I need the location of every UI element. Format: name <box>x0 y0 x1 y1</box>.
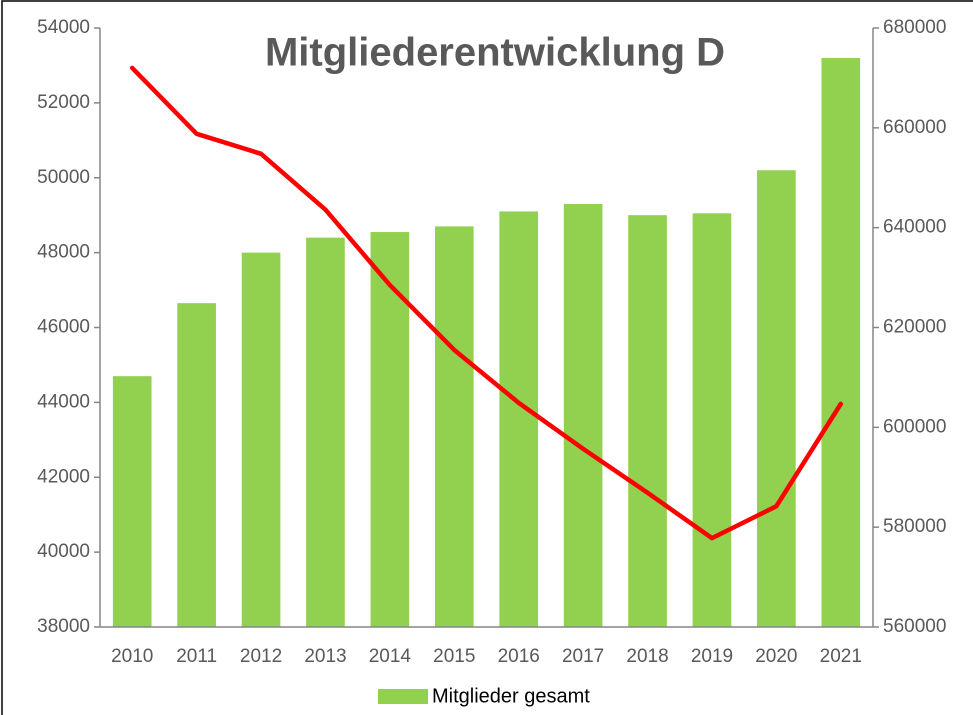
x-tick-label: 2014 <box>369 646 412 667</box>
bar <box>112 376 152 627</box>
legend-swatch <box>378 689 428 704</box>
y-tick-label: 54000 <box>37 17 90 38</box>
y-tick-label: 52000 <box>37 92 90 113</box>
x-tick-label: 2019 <box>691 646 733 667</box>
bar <box>434 226 474 627</box>
y2-tick-label: 680000 <box>883 17 946 38</box>
x-tick-label: 2011 <box>176 646 217 667</box>
y-tick-label: 42000 <box>37 466 90 487</box>
bar <box>692 213 732 628</box>
y-tick-label: 50000 <box>37 167 90 188</box>
x-tick-label: 2018 <box>626 646 668 667</box>
y2-tick-label: 580000 <box>883 516 946 537</box>
y2-tick-label: 640000 <box>883 217 946 238</box>
bar <box>177 303 216 627</box>
bar <box>757 170 796 627</box>
bar <box>370 232 410 628</box>
x-tick-label: 2013 <box>304 646 346 667</box>
y-tick-label: 44000 <box>37 391 90 412</box>
x-tick-label: 2017 <box>562 646 604 667</box>
x-tick-label: 2010 <box>111 646 153 667</box>
x-tick-label: 2012 <box>240 646 282 667</box>
y2-tick-label: 620000 <box>883 317 946 338</box>
y-tick-label: 40000 <box>37 541 90 562</box>
chart-title: Mitgliederentwicklung D <box>265 31 725 75</box>
bar <box>821 57 861 627</box>
bar <box>241 252 281 627</box>
y-tick-label: 38000 <box>37 616 90 637</box>
x-tick-label: 2020 <box>755 646 797 667</box>
y2-tick-label: 600000 <box>883 416 946 437</box>
line <box>129 65 844 541</box>
bar <box>563 203 603 628</box>
y2-tick-label: 660000 <box>883 117 946 138</box>
bar <box>499 211 539 627</box>
legend-label: Mitglieder gesamt <box>432 685 590 707</box>
y-tick-label: 46000 <box>37 317 90 338</box>
x-tick-label: 2016 <box>498 646 540 667</box>
x-tick-label: 2021 <box>820 646 862 667</box>
bar <box>628 215 667 627</box>
y2-tick-label: 560000 <box>883 616 946 637</box>
bar <box>306 237 345 627</box>
y-tick-label: 48000 <box>37 242 90 263</box>
x-tick-label: 2015 <box>433 646 475 667</box>
